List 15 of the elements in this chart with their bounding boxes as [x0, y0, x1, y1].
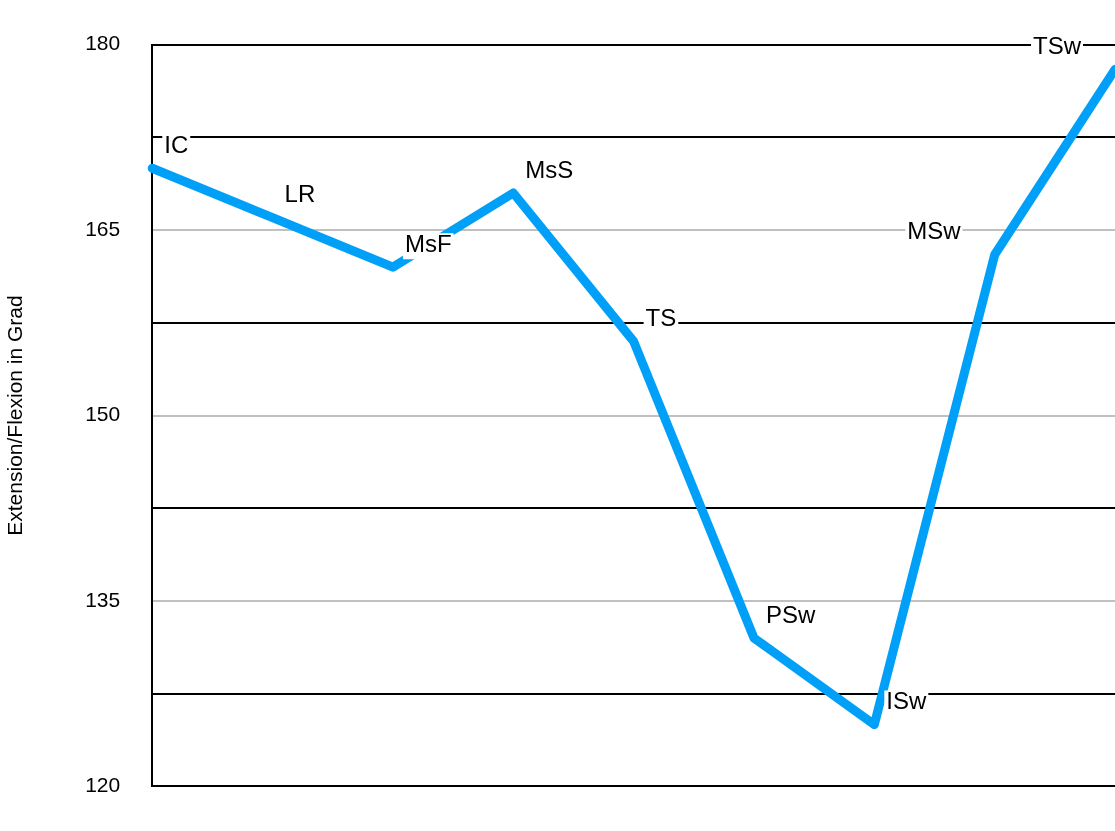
data-label: TS: [645, 303, 677, 331]
y-tick-label: 165: [85, 216, 121, 240]
data-label: MSw: [907, 217, 962, 245]
y-tick-label: 150: [85, 402, 121, 426]
y-axis-title: Extension/Flexion in Grad: [3, 295, 27, 536]
data-label: TSw: [1033, 31, 1082, 59]
data-label: ISw: [886, 687, 927, 715]
y-tick-label: 135: [85, 587, 121, 611]
data-label: IC: [164, 130, 189, 158]
y-tick-label: 120: [85, 773, 121, 797]
data-label: PSw: [765, 600, 816, 628]
data-label: MsF: [404, 229, 452, 257]
data-label: LR: [284, 180, 316, 208]
data-label: MsS: [525, 155, 574, 183]
y-tick-label: 180: [85, 31, 121, 55]
